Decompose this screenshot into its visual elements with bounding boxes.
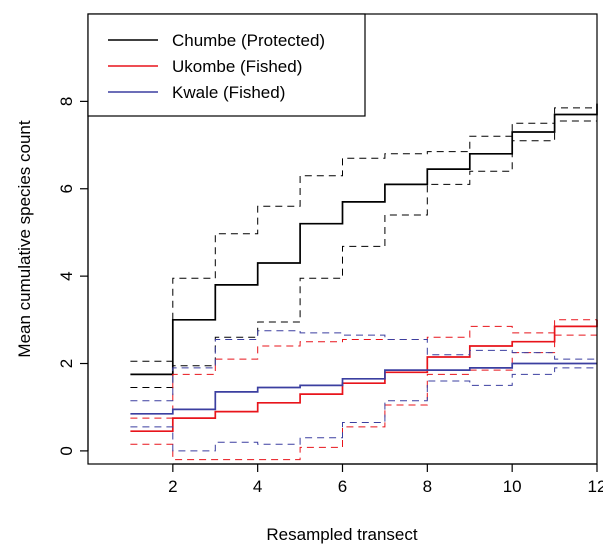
x-tick-label: 12 <box>588 477 603 496</box>
y-tick-label: 4 <box>57 271 76 280</box>
series-mean-line <box>130 319 598 433</box>
legend-label: Ukombe (Fished) <box>172 57 302 76</box>
y-axis-label: Mean cumulative species count <box>15 120 34 357</box>
y-tick-label: 0 <box>57 446 76 455</box>
series-upper-bound <box>130 99 598 362</box>
series-1 <box>130 315 598 461</box>
series-lower-bound <box>130 114 598 388</box>
x-tick-label: 10 <box>503 477 522 496</box>
series-0 <box>130 99 598 388</box>
x-tick-label: 8 <box>423 477 432 496</box>
x-axis: 2 4 6 8 10 12 <box>168 463 603 496</box>
x-tick-label: 6 <box>338 477 347 496</box>
series-2 <box>130 330 598 452</box>
legend-label: Chumbe (Protected) <box>172 31 325 50</box>
y-tick-label: 6 <box>57 184 76 193</box>
legend: Chumbe (Protected) Ukombe (Fished) Kwale… <box>87 13 366 117</box>
legend-entry: Chumbe (Protected) <box>108 31 325 50</box>
series-lower-bound <box>130 367 597 452</box>
legend-entry: Ukombe (Fished) <box>108 57 302 76</box>
x-tick-label: 4 <box>253 477 262 496</box>
series-mean-line <box>130 362 597 415</box>
y-tick-label: 8 <box>57 97 76 106</box>
legend-label: Kwale (Fished) <box>172 83 285 102</box>
x-tick-label: 2 <box>168 477 177 496</box>
plot-series <box>130 99 598 461</box>
series-mean-line <box>130 103 598 376</box>
series-upper-bound <box>130 330 598 402</box>
y-tick-label: 2 <box>57 359 76 368</box>
series-lower-bound <box>130 328 598 461</box>
legend-box <box>87 13 366 117</box>
x-axis-label: Resampled transect <box>266 525 417 544</box>
series-upper-bound <box>130 315 598 419</box>
legend-entry: Kwale (Fished) <box>108 83 285 102</box>
y-axis: 0 2 4 6 8 <box>57 97 89 456</box>
